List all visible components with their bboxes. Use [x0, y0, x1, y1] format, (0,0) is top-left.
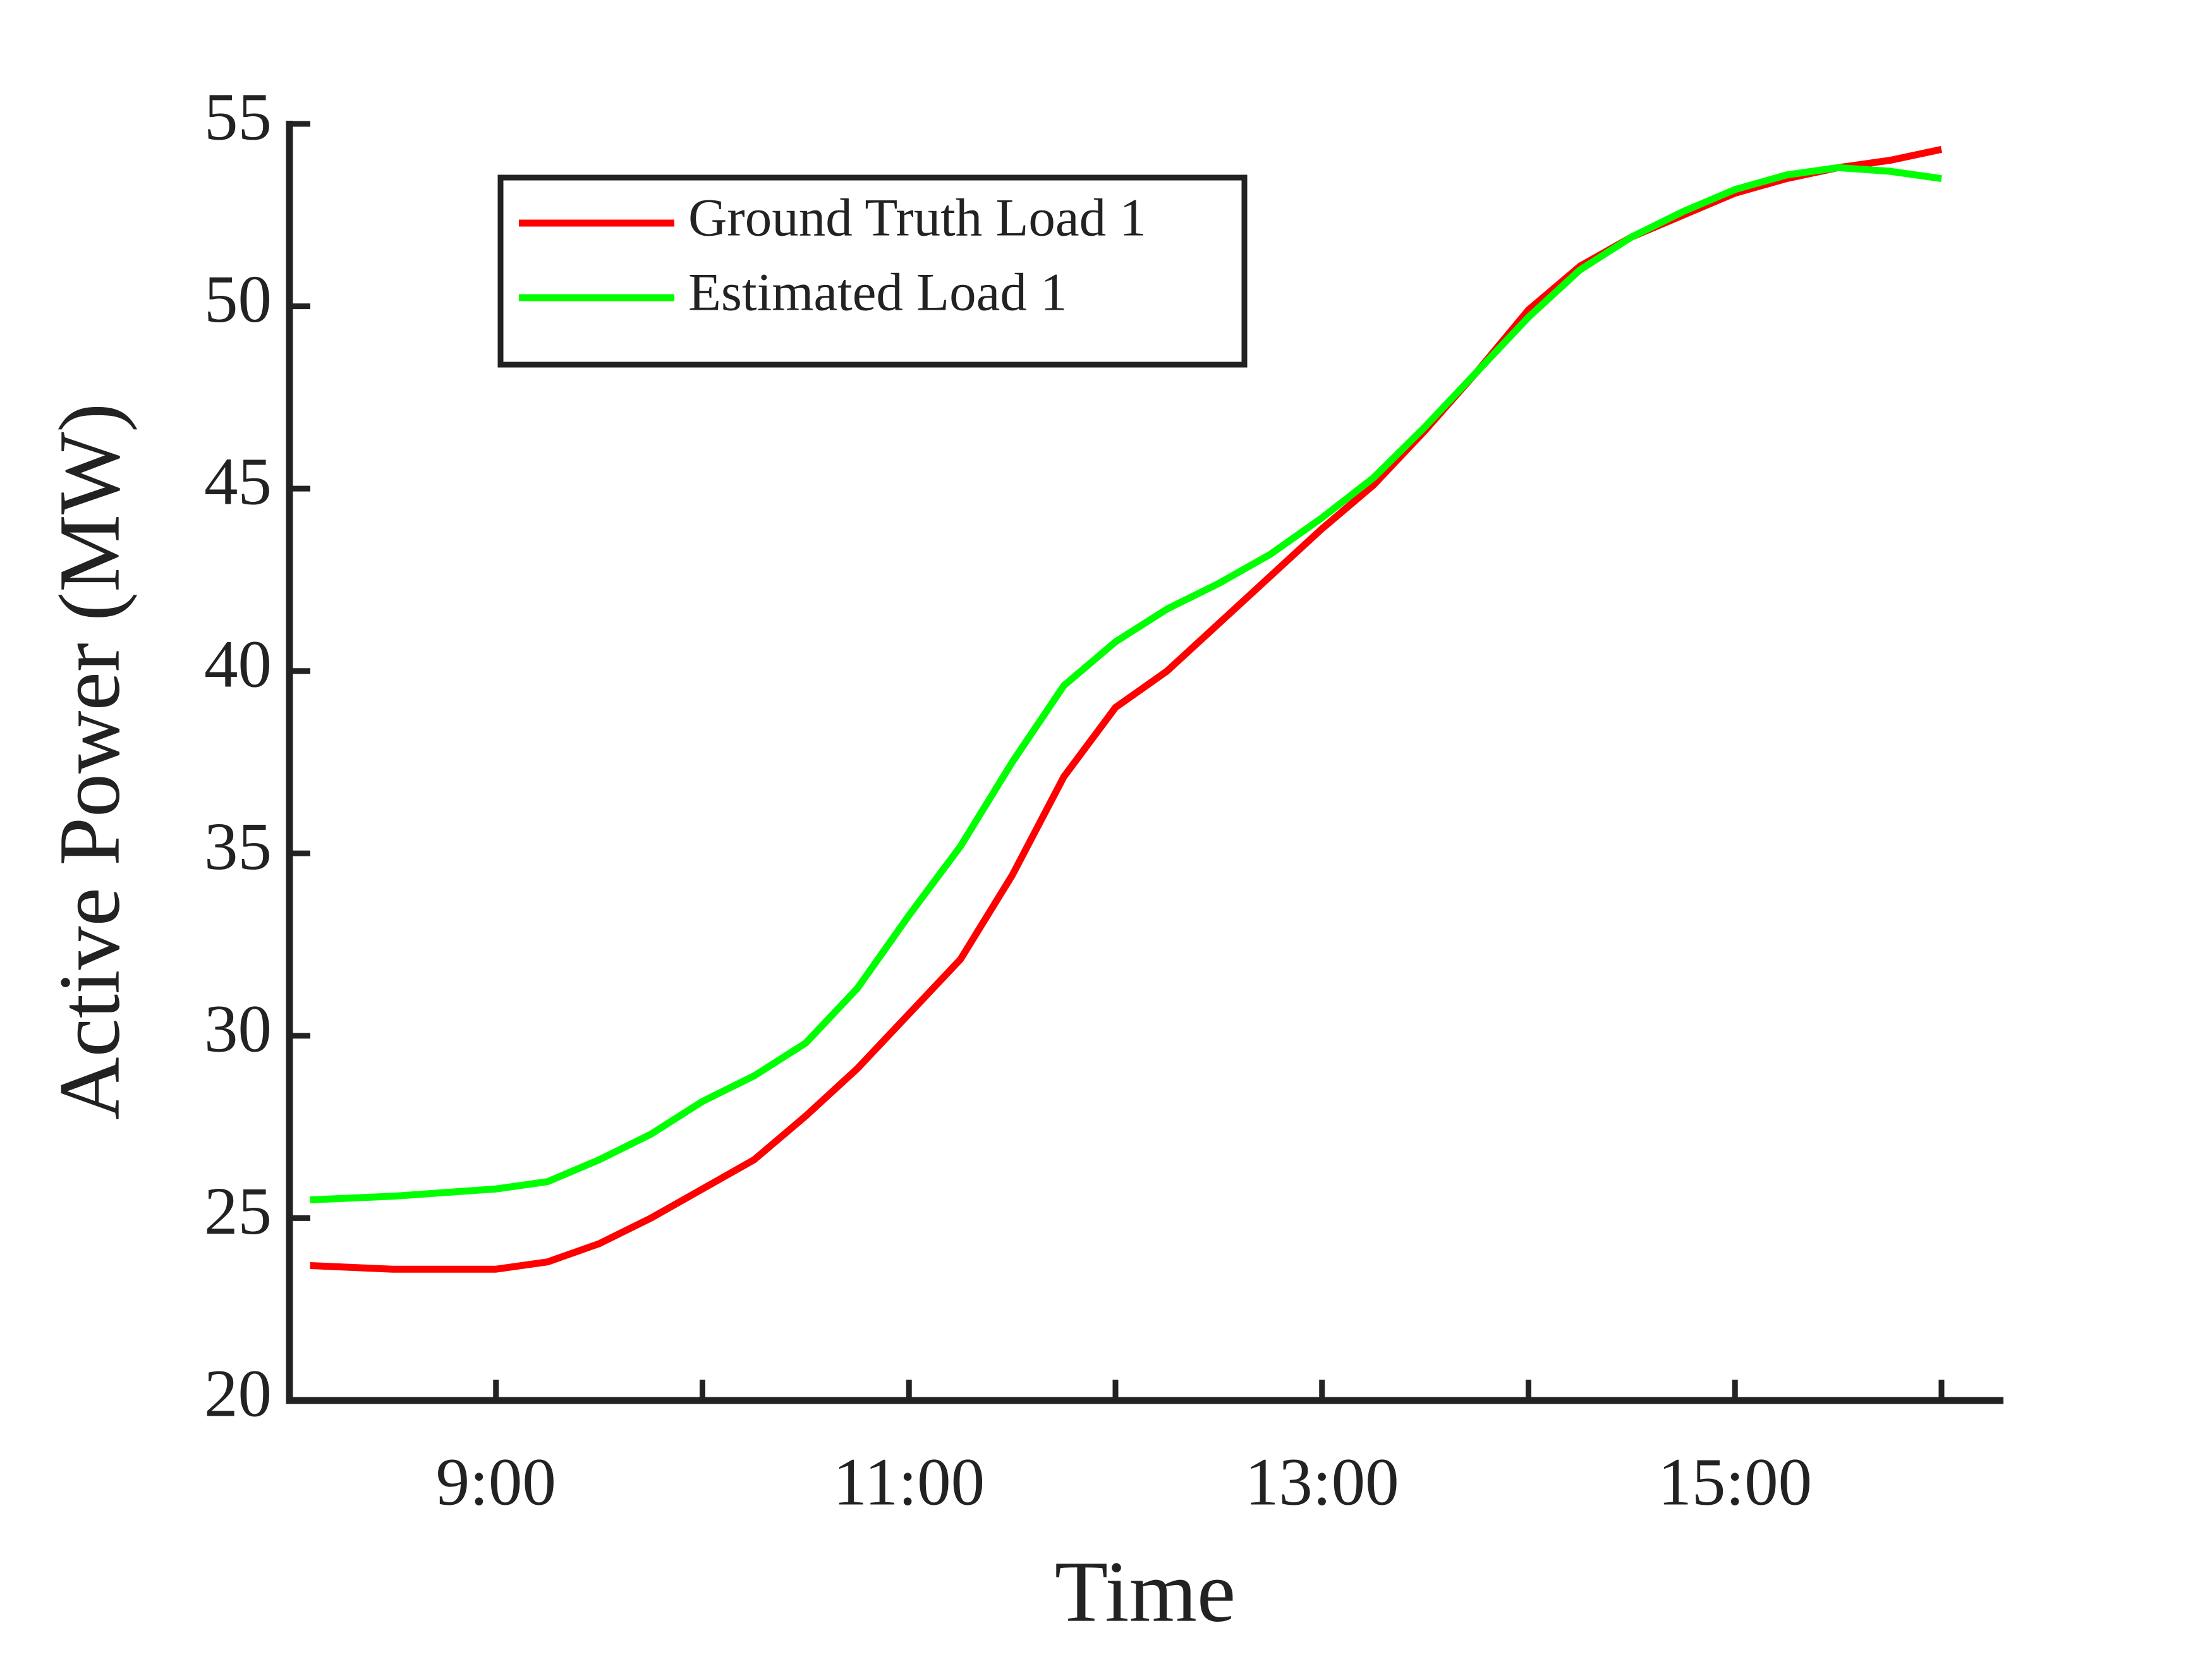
y-tick-label: 20 [204, 1357, 272, 1431]
x-tick-label: 13:00 [1245, 1445, 1399, 1520]
x-tick-label: 9:00 [436, 1445, 556, 1520]
legend-label: Estimated Load 1 [688, 263, 1067, 322]
series-line [310, 164, 1942, 1204]
y-tick-label: 35 [204, 810, 272, 884]
y-tick-label: 45 [204, 445, 272, 520]
x-tick-label: 11:00 [833, 1445, 985, 1520]
legend-box [497, 174, 1248, 368]
y-tick-label: 50 [204, 262, 272, 337]
x-tick-label: 15:00 [1658, 1445, 1812, 1520]
legend-label: Ground Truth Load 1 [688, 188, 1146, 248]
x-axis-label: Time [1055, 1543, 1236, 1640]
y-tick-label: 25 [204, 1174, 272, 1249]
y-tick-label: 30 [204, 992, 272, 1066]
y-tick-label: 55 [204, 80, 272, 155]
y-tick-label: 40 [204, 627, 272, 702]
y-axis-label: Active Power (MW) [41, 403, 138, 1120]
